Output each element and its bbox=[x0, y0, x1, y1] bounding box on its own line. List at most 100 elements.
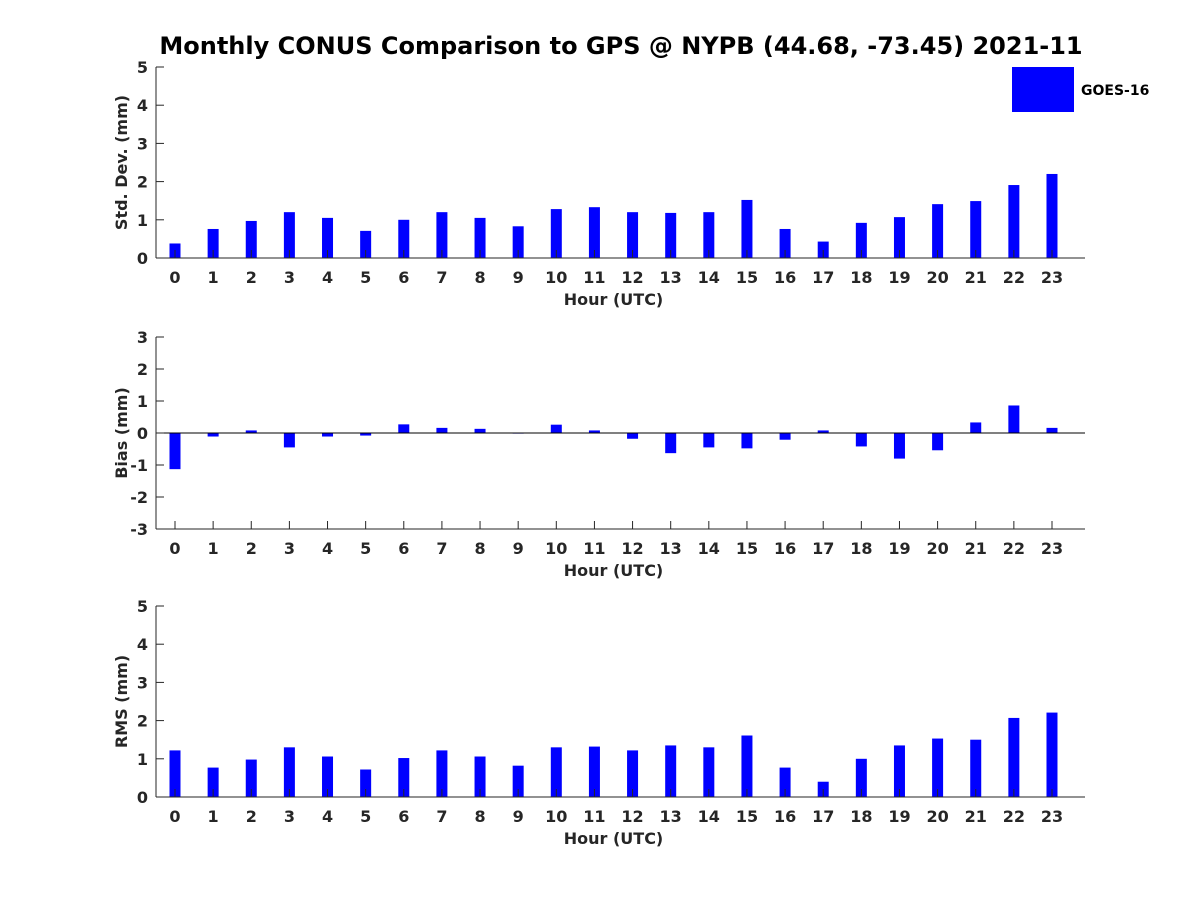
x-tick-label: 13 bbox=[660, 268, 682, 287]
x-axis-label: Hour (UTC) bbox=[564, 561, 664, 580]
x-tick-label: 16 bbox=[774, 539, 796, 558]
bar-hour-9 bbox=[512, 765, 524, 797]
x-tick-label: 10 bbox=[545, 268, 567, 287]
x-tick-label: 5 bbox=[360, 539, 371, 558]
x-tick-label: 7 bbox=[436, 539, 447, 558]
x-tick-label: 14 bbox=[698, 268, 720, 287]
bar-hour-6 bbox=[398, 758, 410, 797]
bar-hour-13 bbox=[665, 433, 677, 454]
x-tick-label: 12 bbox=[621, 268, 643, 287]
x-tick-label: 5 bbox=[360, 807, 371, 826]
bar-hour-4 bbox=[322, 756, 334, 797]
y-tick-label: 1 bbox=[137, 750, 148, 769]
bar-hour-7 bbox=[436, 427, 448, 433]
bar-hour-3 bbox=[283, 747, 295, 797]
x-axis-label: Hour (UTC) bbox=[564, 290, 664, 309]
x-tick-label: 4 bbox=[322, 539, 333, 558]
y-tick-label: 5 bbox=[137, 58, 148, 77]
x-tick-label: 15 bbox=[736, 539, 758, 558]
bar-hour-2 bbox=[245, 759, 257, 797]
x-tick-label: 6 bbox=[398, 807, 409, 826]
x-tick-label: 8 bbox=[474, 539, 485, 558]
bar-hour-2 bbox=[245, 430, 257, 433]
bar-hour-20 bbox=[932, 204, 944, 258]
x-tick-label: 18 bbox=[850, 539, 872, 558]
x-axis-label: Hour (UTC) bbox=[564, 829, 664, 848]
bar-hour-23 bbox=[1046, 173, 1058, 258]
bar-hour-5 bbox=[360, 433, 372, 436]
x-tick-label: 17 bbox=[812, 539, 834, 558]
x-tick-label: 13 bbox=[660, 807, 682, 826]
x-tick-label: 0 bbox=[169, 268, 180, 287]
bar-hour-7 bbox=[436, 212, 448, 258]
x-tick-label: 5 bbox=[360, 268, 371, 287]
bar-hour-10 bbox=[550, 424, 562, 433]
bar-hour-1 bbox=[207, 433, 219, 437]
x-tick-label: 14 bbox=[698, 807, 720, 826]
x-tick-label: 12 bbox=[621, 539, 643, 558]
bar-hour-7 bbox=[436, 750, 448, 797]
bar-hour-15 bbox=[741, 735, 753, 797]
bar-hour-2 bbox=[245, 220, 257, 258]
x-tick-label: 17 bbox=[812, 268, 834, 287]
bar-hour-10 bbox=[550, 747, 562, 797]
chart-title: Monthly CONUS Comparison to GPS @ NYPB (… bbox=[159, 32, 1082, 60]
x-tick-label: 23 bbox=[1041, 268, 1063, 287]
x-tick-label: 6 bbox=[398, 539, 409, 558]
bar-hour-14 bbox=[703, 747, 715, 797]
x-tick-label: 8 bbox=[474, 268, 485, 287]
bar-hour-10 bbox=[550, 209, 562, 258]
bar-hour-0 bbox=[169, 433, 181, 470]
legend-label: GOES-16 bbox=[1081, 83, 1149, 99]
bar-hour-8 bbox=[474, 428, 486, 433]
x-tick-label: 20 bbox=[926, 807, 948, 826]
x-tick-label: 3 bbox=[284, 807, 295, 826]
x-tick-label: 11 bbox=[583, 268, 605, 287]
bar-hour-22 bbox=[1008, 717, 1020, 797]
bar-hour-6 bbox=[398, 219, 410, 258]
x-tick-label: 16 bbox=[774, 268, 796, 287]
bar-hour-8 bbox=[474, 217, 486, 258]
bar-hour-18 bbox=[855, 758, 867, 797]
x-tick-label: 22 bbox=[1003, 268, 1025, 287]
bar-hour-16 bbox=[779, 228, 791, 258]
bar-hour-12 bbox=[627, 212, 639, 258]
y-tick-label: 0 bbox=[137, 249, 148, 268]
bar-hour-11 bbox=[588, 430, 600, 433]
y-tick-label: 4 bbox=[137, 635, 148, 654]
bar-hour-3 bbox=[283, 433, 295, 448]
bar-hour-21 bbox=[970, 739, 982, 797]
bar-hour-21 bbox=[970, 201, 982, 258]
x-tick-label: 2 bbox=[246, 539, 257, 558]
y-tick-label: -1 bbox=[130, 456, 148, 475]
legend-swatch bbox=[1012, 67, 1074, 112]
x-tick-label: 18 bbox=[850, 807, 872, 826]
x-tick-label: 9 bbox=[513, 268, 524, 287]
x-tick-label: 9 bbox=[513, 807, 524, 826]
y-tick-label: 2 bbox=[137, 360, 148, 379]
y-tick-label: 0 bbox=[137, 788, 148, 807]
bar-hour-21 bbox=[970, 422, 982, 433]
x-tick-label: 1 bbox=[208, 807, 219, 826]
x-tick-label: 23 bbox=[1041, 807, 1063, 826]
x-tick-label: 11 bbox=[583, 807, 605, 826]
x-tick-label: 20 bbox=[926, 268, 948, 287]
x-tick-label: 6 bbox=[398, 268, 409, 287]
x-tick-label: 22 bbox=[1003, 539, 1025, 558]
x-tick-label: 2 bbox=[246, 268, 257, 287]
y-tick-label: -3 bbox=[130, 520, 148, 539]
bar-hour-23 bbox=[1046, 712, 1058, 797]
y-tick-label: 5 bbox=[137, 597, 148, 616]
y-tick-label: 0 bbox=[137, 424, 148, 443]
y-tick-label: 2 bbox=[137, 712, 148, 731]
y-tick-label: 3 bbox=[137, 328, 148, 347]
x-tick-label: 19 bbox=[888, 807, 910, 826]
bar-hour-18 bbox=[855, 433, 867, 447]
bar-hour-1 bbox=[207, 767, 219, 797]
x-tick-label: 21 bbox=[965, 268, 987, 287]
bar-hour-14 bbox=[703, 433, 715, 448]
bar-hour-13 bbox=[665, 745, 677, 797]
x-tick-label: 0 bbox=[169, 807, 180, 826]
